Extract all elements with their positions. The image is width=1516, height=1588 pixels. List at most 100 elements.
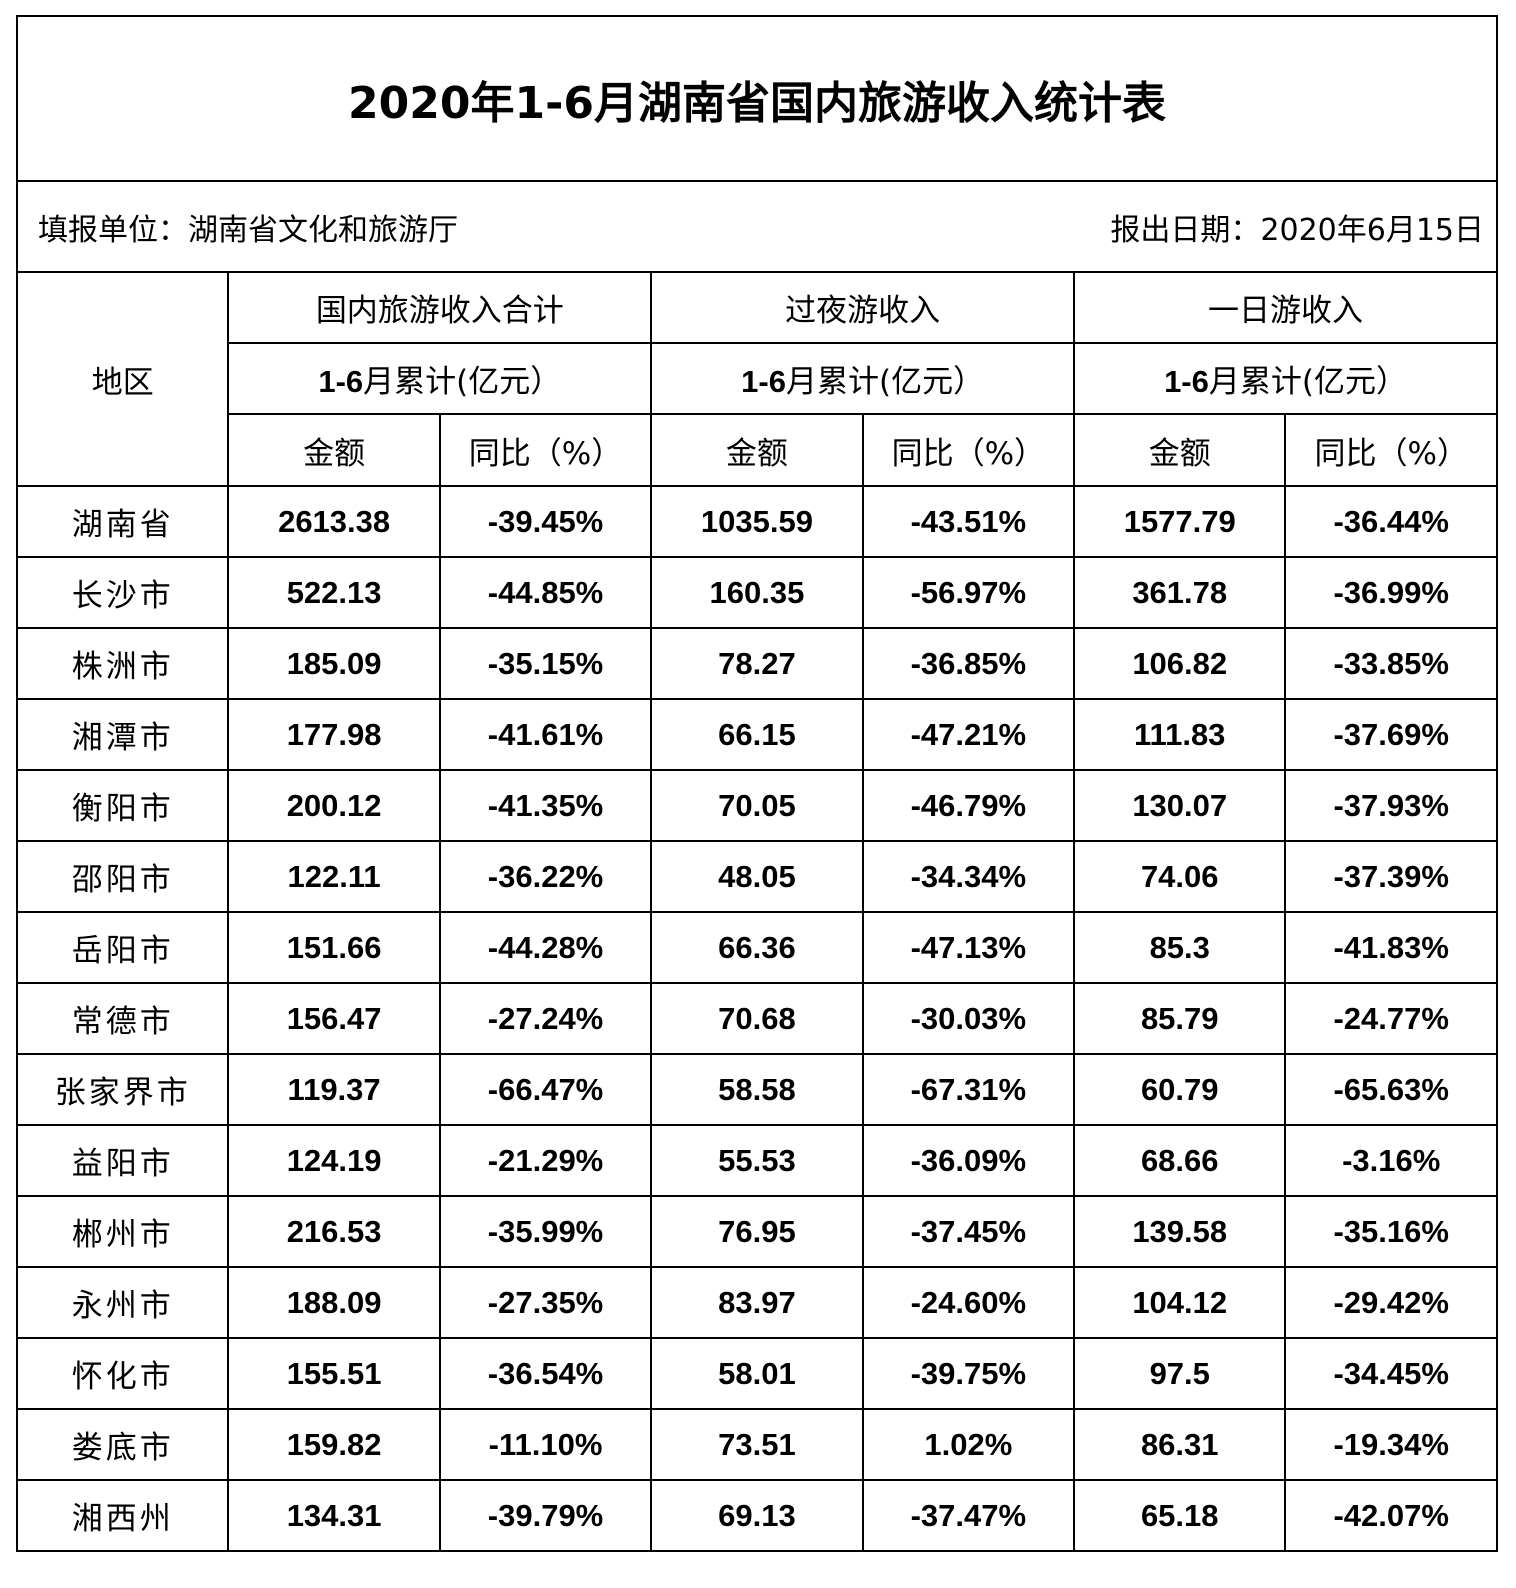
total-yoy-cell: -35.15%: [438, 627, 653, 700]
overnight-yoy-cell: -47.21%: [861, 698, 1076, 771]
period-header-overnight: 1-6月累计(亿元）: [650, 342, 1076, 415]
day-trip-amount-cell: 65.18: [1073, 1479, 1287, 1552]
overnight-amount-cell: 69.13: [650, 1479, 864, 1552]
table-row: 衡阳市 200.12 -41.35% 70.05 -46.79% 130.07 -37.93…: [15, 769, 1498, 842]
amount-header: 金额: [650, 413, 864, 487]
day-trip-amount-cell: 1577.79: [1073, 485, 1287, 558]
day-trip-amount-cell: 85.79: [1073, 982, 1287, 1055]
table-row: 湘潭市 177.98 -41.61% 66.15 -47.21% 111.83 -37.69…: [15, 698, 1498, 771]
region-cell: 益阳市: [15, 1124, 230, 1197]
total-yoy-cell: -21.29%: [438, 1124, 653, 1197]
region-header: 地区: [15, 271, 230, 487]
group-header-total: 国内旅游收入合计: [227, 271, 653, 344]
total-yoy-cell: -44.28%: [438, 911, 653, 984]
amount-header: 金额: [1073, 413, 1287, 487]
total-yoy-cell: -36.54%: [438, 1337, 653, 1410]
overnight-yoy-cell: -46.79%: [861, 769, 1076, 842]
overnight-amount-cell: 58.58: [650, 1053, 864, 1126]
table-row: 岳阳市 151.66 -44.28% 66.36 -47.13% 85.3 -41.83%: [15, 911, 1498, 984]
overnight-yoy-cell: 1.02%: [861, 1408, 1076, 1481]
table-row: 张家界市 119.37 -66.47% 58.58 -67.31% 60.79 -65.63…: [15, 1053, 1498, 1126]
report-date: 报出日期：2020年6月15日: [1110, 212, 1484, 248]
table-row: 湖南省 2613.38 -39.45% 1035.59 -43.51% 1577.79 -3…: [15, 485, 1498, 558]
total-amount-cell: 185.09: [227, 627, 441, 700]
total-yoy-cell: -39.79%: [438, 1479, 653, 1552]
day-trip-yoy-cell: -19.34%: [1284, 1408, 1498, 1481]
overnight-amount-cell: 70.68: [650, 982, 864, 1055]
total-amount-cell: 119.37: [227, 1053, 441, 1126]
total-yoy-cell: -41.61%: [438, 698, 653, 771]
period-range-text: 1-6: [318, 364, 364, 399]
total-amount-cell: 200.12: [227, 769, 441, 842]
region-cell: 岳阳市: [15, 911, 230, 984]
overnight-yoy-cell: -47.13%: [861, 911, 1076, 984]
day-trip-amount-cell: 104.12: [1073, 1266, 1287, 1339]
table-row: 益阳市 124.19 -21.29% 55.53 -36.09% 68.66 -3.16%: [15, 1124, 1498, 1197]
region-cell: 怀化市: [15, 1337, 230, 1410]
day-trip-yoy-cell: -3.16%: [1284, 1124, 1498, 1197]
amount-header: 金额: [227, 413, 441, 487]
day-trip-amount-cell: 60.79: [1073, 1053, 1287, 1126]
yoy-header: 同比（%）: [1284, 413, 1498, 487]
period-unit-text: 月累计(亿元）: [1208, 364, 1407, 400]
table-row: 湘西州 134.31 -39.79% 69.13 -37.47% 65.18 -42.07%: [15, 1479, 1498, 1552]
total-amount-cell: 122.11: [227, 840, 441, 913]
table-row: 怀化市 155.51 -36.54% 58.01 -39.75% 97.5 -34.45%: [15, 1337, 1498, 1410]
period-range-text: 1-6: [1164, 364, 1209, 399]
region-cell: 衡阳市: [15, 769, 230, 842]
day-trip-amount-cell: 111.83: [1073, 698, 1287, 771]
table-row: 长沙市 522.13 -44.85% 160.35 -56.97% 361.78 -36.9…: [15, 556, 1498, 629]
overnight-yoy-cell: -30.03%: [861, 982, 1076, 1055]
day-trip-yoy-cell: -65.63%: [1284, 1053, 1498, 1126]
period-unit-text: 月累计(亿元）: [785, 364, 985, 400]
table-row: 常德市 156.47 -27.24% 70.68 -30.03% 85.79 -24.77%: [15, 982, 1498, 1055]
period-header-total: 1-6月累计(亿元）: [227, 342, 653, 415]
region-cell: 郴州市: [15, 1195, 230, 1268]
region-cell: 常德市: [15, 982, 230, 1055]
total-amount-cell: 159.82: [227, 1408, 441, 1481]
region-cell: 湖南省: [15, 485, 230, 558]
page-title: 2020年1-6月湖南省国内旅游收入统计表: [16, 15, 1498, 182]
overnight-amount-cell: 73.51: [650, 1408, 864, 1481]
day-trip-yoy-cell: -41.83%: [1284, 911, 1498, 984]
overnight-yoy-cell: -34.34%: [861, 840, 1076, 913]
day-trip-amount-cell: 74.06: [1073, 840, 1287, 913]
overnight-yoy-cell: -37.47%: [861, 1479, 1076, 1552]
overnight-yoy-cell: -36.85%: [861, 627, 1076, 700]
overnight-yoy-cell: -56.97%: [861, 556, 1076, 629]
day-trip-yoy-cell: -42.07%: [1284, 1479, 1498, 1552]
total-yoy-cell: -27.35%: [438, 1266, 653, 1339]
day-trip-amount-cell: 97.5: [1073, 1337, 1287, 1410]
day-trip-yoy-cell: -36.44%: [1284, 485, 1498, 558]
overnight-amount-cell: 55.53: [650, 1124, 864, 1197]
overnight-amount-cell: 1035.59: [650, 485, 864, 558]
day-trip-yoy-cell: -29.42%: [1284, 1266, 1498, 1339]
total-yoy-cell: -66.47%: [438, 1053, 653, 1126]
day-trip-yoy-cell: -35.16%: [1284, 1195, 1498, 1268]
region-cell: 永州市: [15, 1266, 230, 1339]
overnight-amount-cell: 70.05: [650, 769, 864, 842]
overnight-amount-cell: 48.05: [650, 840, 864, 913]
group-header-overnight: 过夜游收入: [650, 271, 1076, 344]
table-row: 郴州市 216.53 -35.99% 76.95 -37.45% 139.58 -35.16…: [15, 1195, 1498, 1268]
day-trip-yoy-cell: -33.85%: [1284, 627, 1498, 700]
total-amount-cell: 188.09: [227, 1266, 441, 1339]
day-trip-amount-cell: 86.31: [1073, 1408, 1287, 1481]
overnight-yoy-cell: -24.60%: [861, 1266, 1076, 1339]
table-row: 娄底市 159.82 -11.10% 73.51 1.02% 86.31 -19.34%: [15, 1408, 1498, 1481]
yoy-header: 同比（%）: [861, 413, 1076, 487]
report-info-bar: 填报单位：湖南省文化和旅游厅 报出日期：2020年6月15日: [16, 180, 1498, 273]
day-trip-amount-cell: 130.07: [1073, 769, 1287, 842]
day-trip-yoy-cell: -37.69%: [1284, 698, 1498, 771]
overnight-yoy-cell: -36.09%: [861, 1124, 1076, 1197]
total-amount-cell: 155.51: [227, 1337, 441, 1410]
overnight-amount-cell: 58.01: [650, 1337, 864, 1410]
group-header-day-trip: 一日游收入: [1073, 271, 1498, 344]
table-row: 邵阳市 122.11 -36.22% 48.05 -34.34% 74.06 -37.39%: [15, 840, 1498, 913]
overnight-amount-cell: 66.36: [650, 911, 864, 984]
total-yoy-cell: -27.24%: [438, 982, 653, 1055]
day-trip-yoy-cell: -37.39%: [1284, 840, 1498, 913]
total-amount-cell: 216.53: [227, 1195, 441, 1268]
overnight-amount-cell: 83.97: [650, 1266, 864, 1339]
overnight-amount-cell: 160.35: [650, 556, 864, 629]
